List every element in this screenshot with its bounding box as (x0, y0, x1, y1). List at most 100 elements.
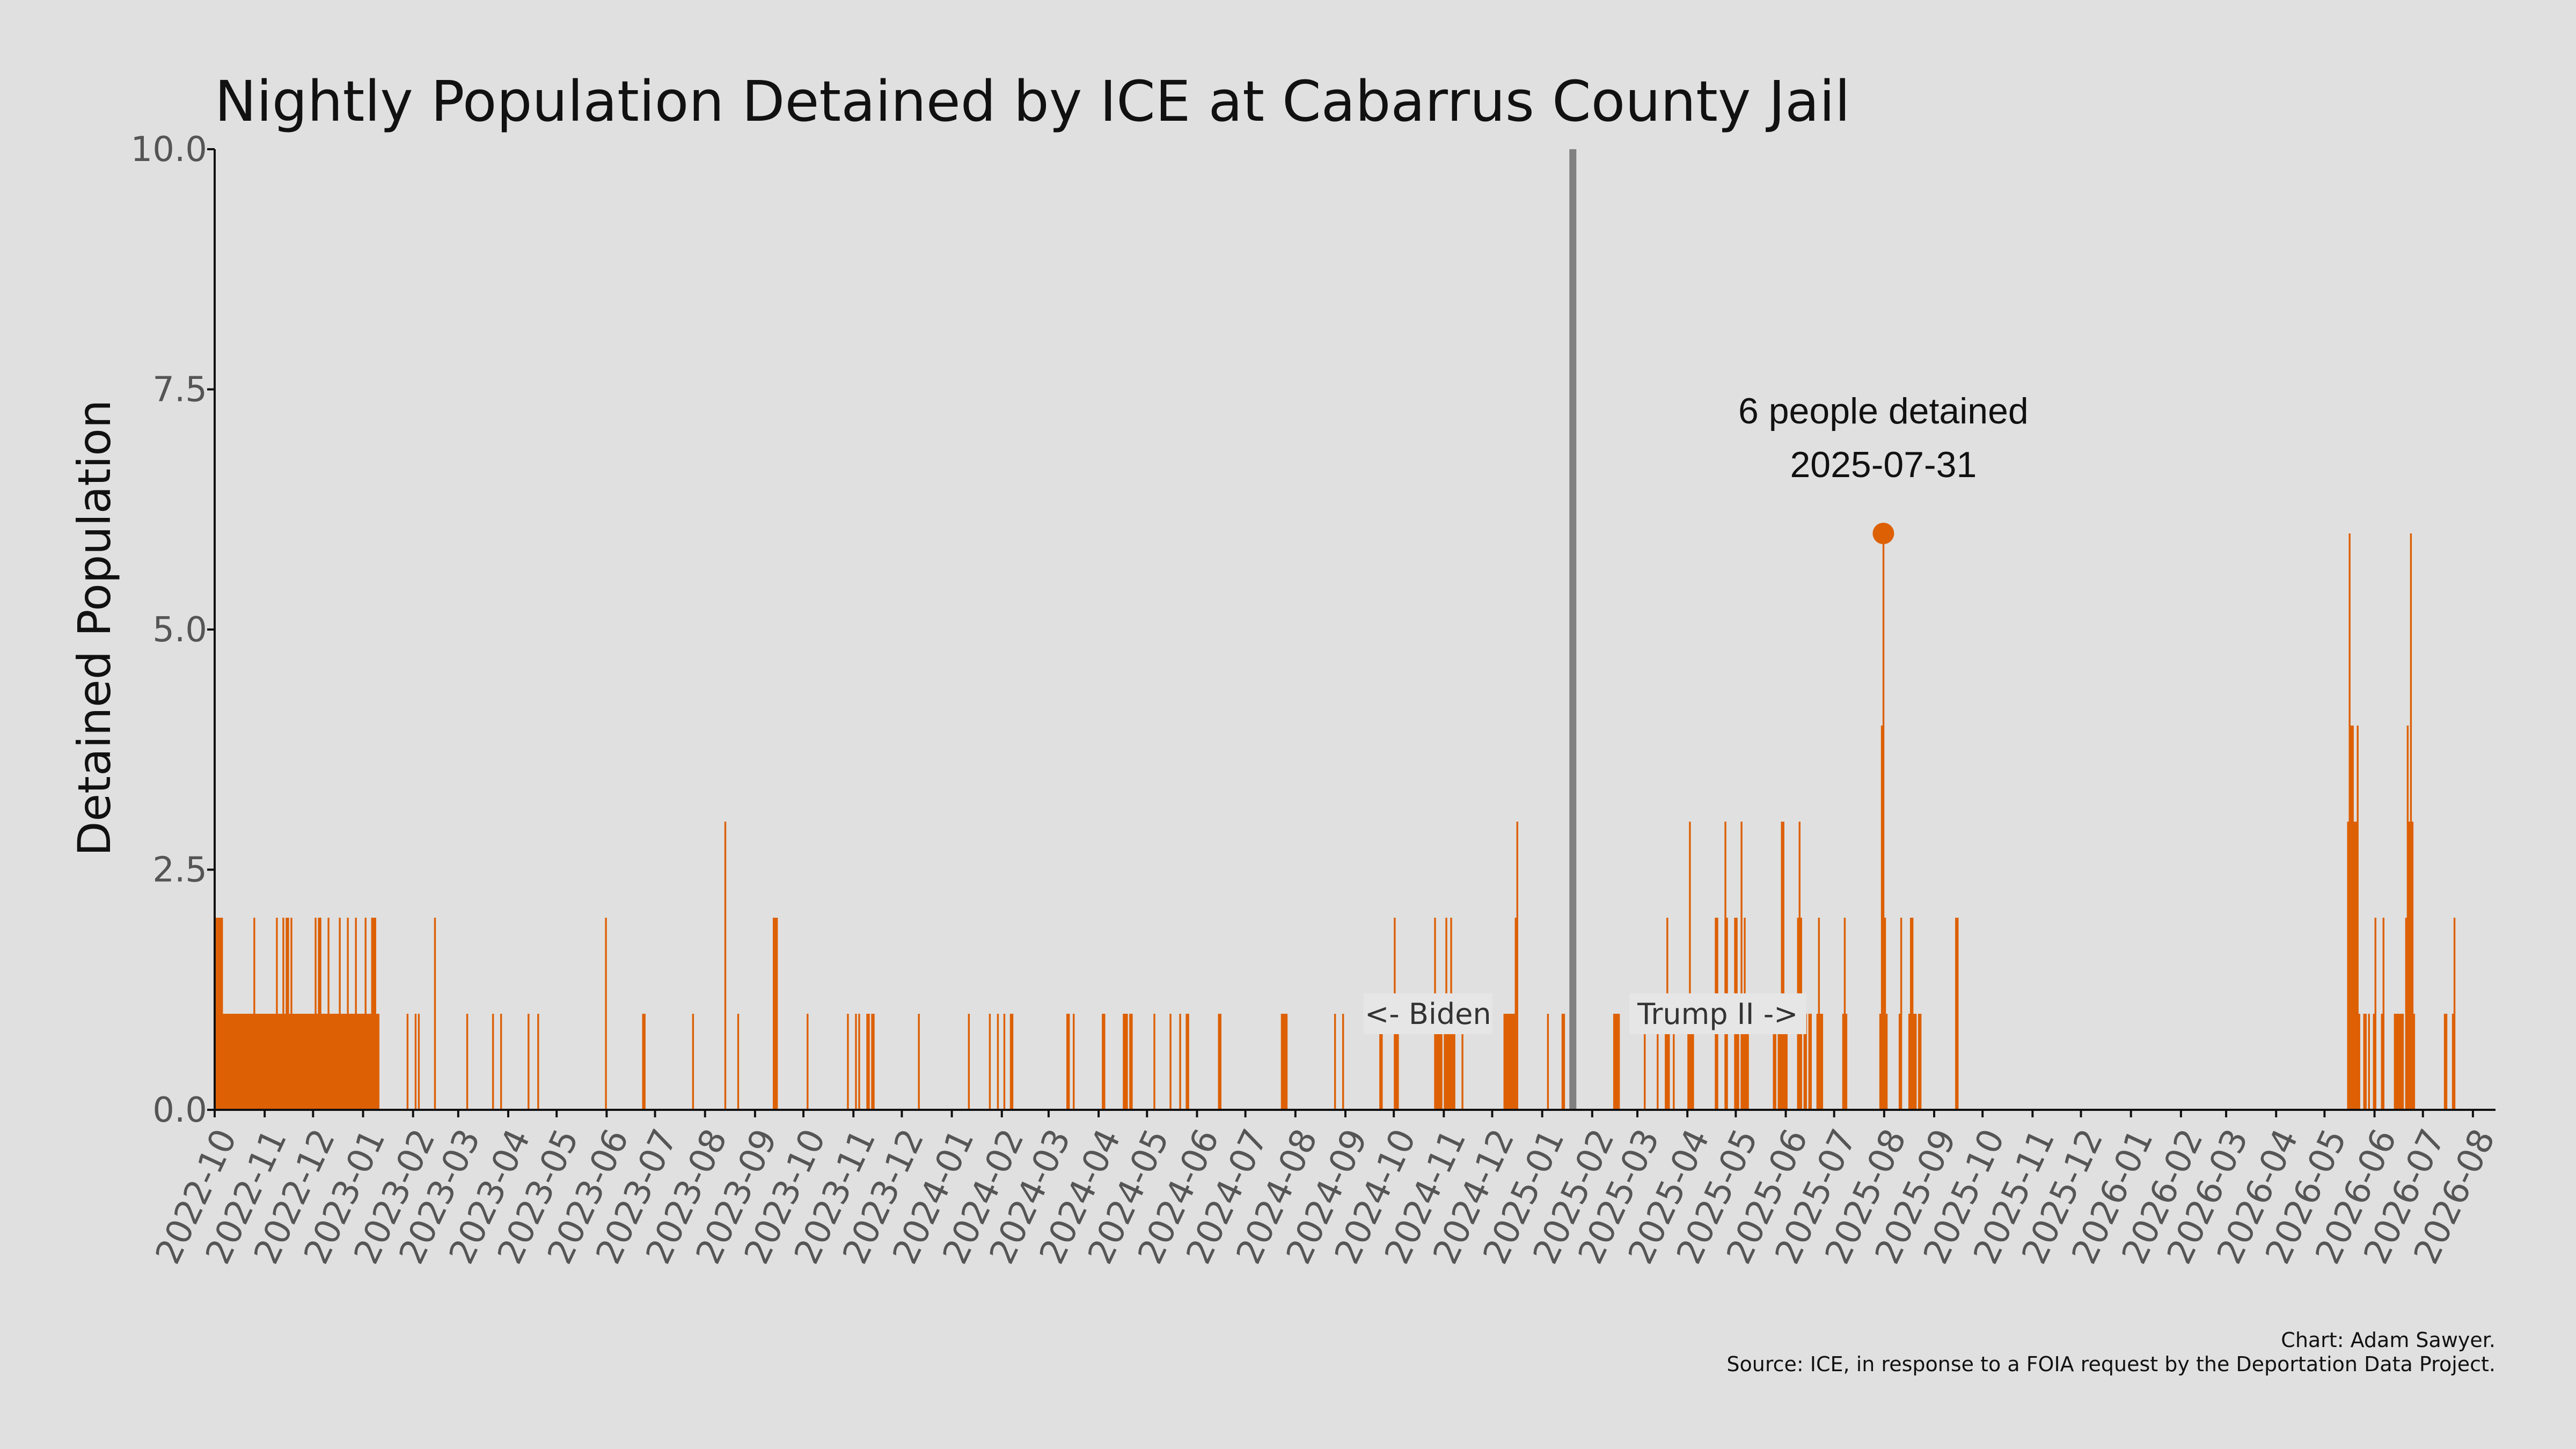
bar (224, 1014, 226, 1110)
bar (1818, 918, 1820, 1110)
bar (364, 918, 367, 1110)
bar (2353, 822, 2355, 1110)
bar (1436, 1014, 1438, 1110)
bar (331, 1014, 333, 1110)
bar (1779, 1014, 1781, 1110)
bar (332, 1014, 334, 1110)
bar (1690, 1014, 1693, 1110)
bar (868, 1014, 870, 1110)
bar (1803, 1014, 1805, 1110)
bar (1073, 1014, 1075, 1110)
bar (323, 1014, 325, 1110)
bar (1123, 1014, 1125, 1110)
bar (345, 1014, 347, 1110)
bar (1219, 1014, 1221, 1110)
bar (1657, 1014, 1659, 1110)
bar (2400, 1014, 2403, 1110)
bar (1439, 1014, 1441, 1110)
bar (1668, 1014, 1670, 1110)
bar (1513, 1014, 1515, 1110)
bar (292, 1014, 294, 1110)
bar (1153, 1014, 1155, 1110)
bar (1737, 1014, 1739, 1110)
y-ticks: 0.0 2.5 5.0 7.5 10.0 (131, 130, 215, 1130)
bar (303, 1014, 305, 1110)
bar (1011, 1014, 1014, 1110)
bar (339, 918, 341, 1110)
y-axis-label: Detained Population (68, 400, 121, 856)
bar (1614, 1014, 1617, 1110)
bar (221, 918, 223, 1110)
bar (528, 1014, 530, 1110)
bar (1285, 1014, 1288, 1110)
bar (371, 918, 373, 1110)
bar (353, 1014, 355, 1110)
era-label-left-bg (1363, 993, 1492, 1034)
bar (1957, 918, 1959, 1110)
bar (271, 1014, 273, 1110)
bar (1342, 1014, 1344, 1110)
bar (2445, 1014, 2448, 1110)
bar (377, 1014, 379, 1110)
bar (374, 918, 376, 1110)
y-tick-label: 5.0 (152, 610, 207, 650)
bar (1218, 1014, 1220, 1110)
bar (492, 1014, 494, 1110)
bar (324, 1014, 326, 1110)
bar (1914, 1014, 1917, 1110)
bar (239, 1014, 241, 1110)
bar (1169, 1014, 1172, 1110)
bar (335, 1014, 338, 1110)
bar (2355, 822, 2357, 1110)
bar (273, 1014, 275, 1110)
bar (247, 1014, 249, 1110)
bar (775, 918, 778, 1110)
bar (1644, 1014, 1646, 1110)
bar (2347, 822, 2349, 1110)
era-label-biden: <- Biden (1365, 997, 1491, 1031)
bar (231, 1014, 233, 1110)
bar (356, 1014, 358, 1110)
era-label-trump: Trump II -> (1637, 997, 1798, 1031)
bar (242, 1014, 244, 1110)
bar (1185, 1014, 1188, 1110)
bar (1740, 822, 1743, 1110)
bar (234, 1014, 236, 1110)
bar (252, 1014, 254, 1110)
bar (1919, 1014, 1922, 1110)
bar (2453, 918, 2456, 1110)
bar (1773, 1014, 1775, 1110)
bar (642, 1014, 644, 1110)
bar (1613, 1014, 1615, 1110)
bar (1900, 918, 1902, 1110)
bar (372, 918, 375, 1110)
bar (250, 1014, 252, 1110)
bar (228, 1014, 230, 1110)
bar (2358, 1014, 2360, 1110)
bar (355, 918, 357, 1110)
bar (229, 1014, 231, 1110)
bar (216, 918, 218, 1110)
bar (466, 1014, 469, 1110)
bar (311, 1014, 313, 1110)
bar (1103, 1014, 1106, 1110)
bar (298, 1014, 301, 1110)
bar (308, 1014, 310, 1110)
bar (368, 1014, 370, 1110)
bar (1821, 1014, 1824, 1110)
bar (1280, 1014, 1283, 1110)
y-tick-label: 2.5 (152, 851, 207, 890)
bar (643, 1014, 646, 1110)
credit-source: Source: ICE, in response to a FOIA reque… (1726, 1352, 2496, 1376)
bar (348, 1014, 350, 1110)
bar (1781, 822, 1783, 1110)
bar (366, 1014, 368, 1110)
bar (261, 1014, 264, 1110)
bar (263, 1014, 265, 1110)
bar (2395, 1014, 2398, 1110)
bar (276, 918, 278, 1110)
bar (1909, 918, 1912, 1110)
bar (2411, 822, 2414, 1110)
bar (340, 1014, 342, 1110)
